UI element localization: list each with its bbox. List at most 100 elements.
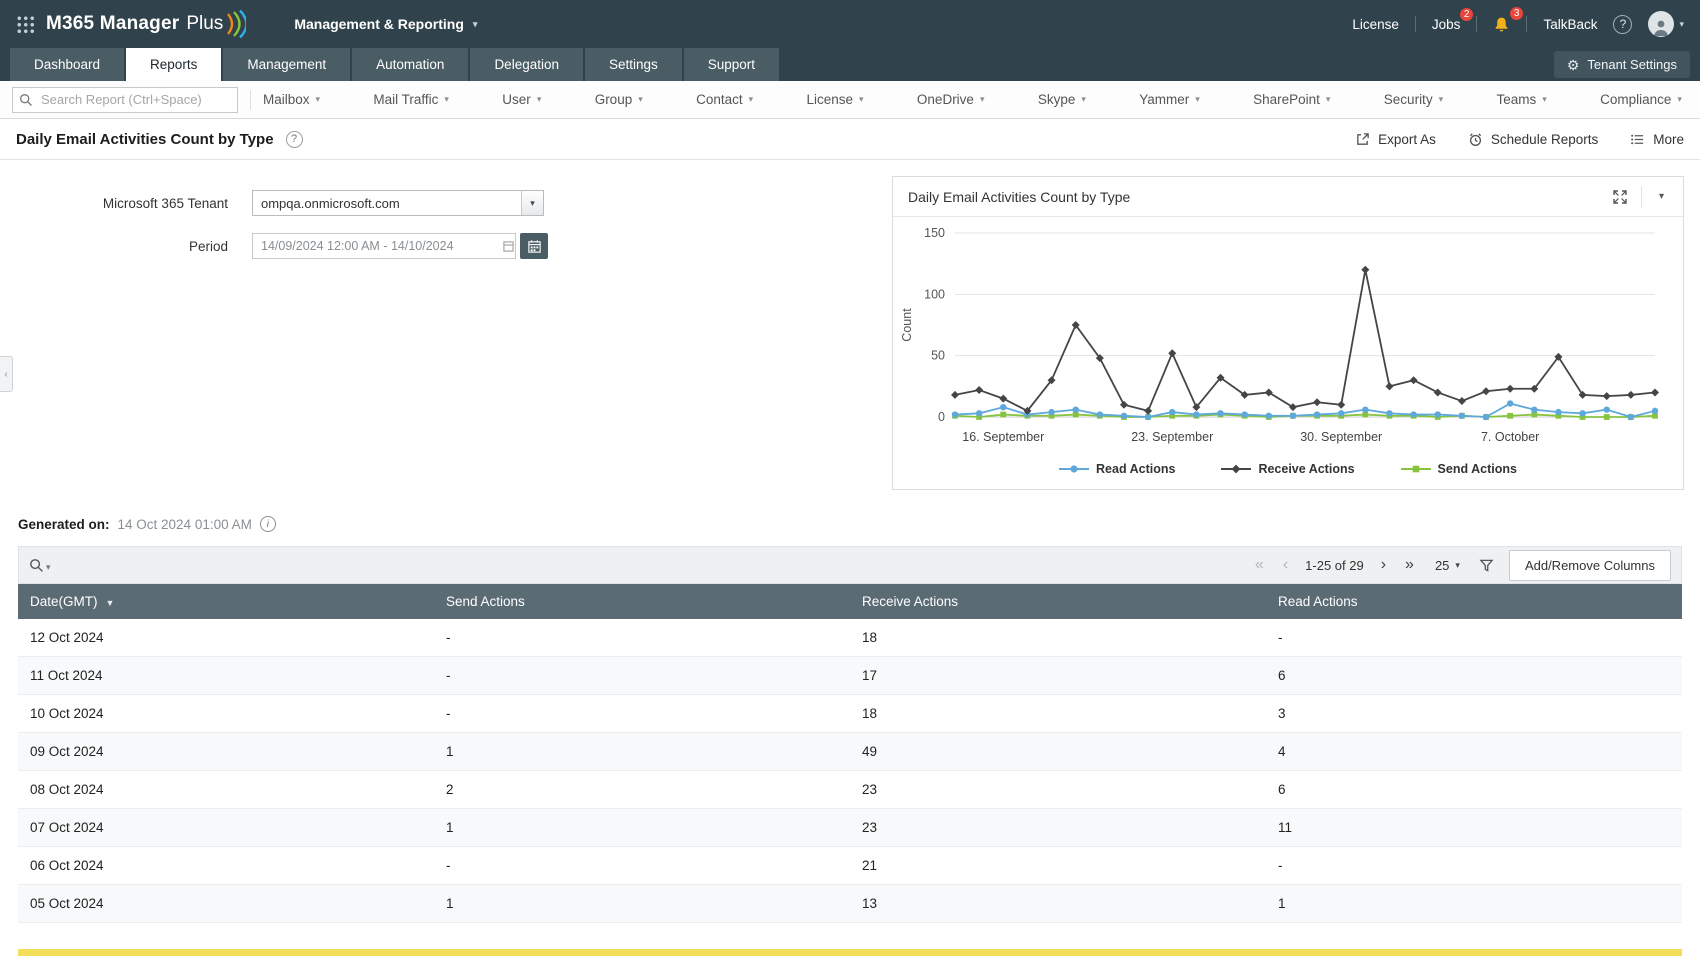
menu-item-license[interactable]: License ▾ — [807, 92, 864, 107]
app-grid-icon[interactable] — [16, 15, 34, 33]
chart-menu-button[interactable]: ▾ — [1658, 191, 1664, 202]
svg-text:50: 50 — [931, 349, 945, 363]
menu-item-label: Mail Traffic — [373, 92, 439, 107]
tenant-row: Microsoft 365 Tenant ompqa.onmicrosoft.c… — [0, 160, 1700, 216]
tab-automation[interactable]: Automation — [352, 48, 469, 81]
menu-item-mailbox[interactable]: Mailbox ▾ — [263, 92, 320, 107]
calendar-button[interactable] — [520, 233, 548, 259]
search-report-input[interactable] — [12, 86, 238, 113]
tab-delegation[interactable]: Delegation — [470, 48, 583, 81]
help-button[interactable]: ? — [1613, 14, 1633, 34]
sort-icon[interactable]: ▼ — [105, 598, 115, 608]
menu-item-label: Contact — [696, 92, 743, 107]
tenant-select[interactable]: ompqa.onmicrosoft.com ▾ — [252, 190, 544, 216]
table-cell: 10 Oct 2024 — [18, 694, 434, 733]
search-icon — [30, 558, 43, 572]
menu-item-user[interactable]: User ▾ — [502, 92, 541, 107]
legend-item-receive-actions[interactable]: Receive Actions — [1221, 462, 1355, 476]
table-cell: 1 — [1266, 884, 1682, 923]
notifications-badge: 3 — [1509, 6, 1524, 20]
tab-support[interactable]: Support — [683, 48, 780, 81]
app-logo: M365 Manager Plus — [46, 9, 247, 39]
filter-button[interactable] — [1479, 558, 1494, 573]
column-header-date-gmt[interactable]: Date(GMT) ▼ — [18, 584, 434, 619]
expand-icon[interactable] — [1612, 189, 1628, 205]
svg-text:100: 100 — [924, 287, 945, 301]
talkback-link[interactable]: TalkBack — [1543, 16, 1598, 32]
legend-item-read-actions[interactable]: Read Actions — [1059, 462, 1175, 476]
tenant-settings-button[interactable]: ⚙ Tenant Settings — [1553, 51, 1690, 78]
menu-item-skype[interactable]: Skype ▾ — [1038, 92, 1086, 107]
report-help-icon[interactable]: ? — [285, 130, 303, 148]
divider — [1476, 16, 1478, 32]
tab-management[interactable]: Management — [223, 48, 351, 81]
info-icon[interactable]: i — [259, 516, 276, 532]
user-menu[interactable]: ▾ — [1648, 11, 1684, 37]
page-size-select[interactable]: 25 ▾ — [1431, 555, 1464, 576]
previous-page-button[interactable]: ‹ — [1282, 556, 1289, 573]
jobs-link[interactable]: Jobs 2 — [1432, 7, 1474, 32]
calendar-icon — [527, 239, 541, 253]
table-row: 06 Oct 2024-21- — [18, 846, 1682, 885]
menu-item-compliance[interactable]: Compliance ▾ — [1600, 92, 1682, 107]
export-as-button[interactable]: Export As — [1355, 132, 1436, 147]
table-cell: 1 — [434, 732, 850, 771]
table-search-button[interactable]: ▾ — [29, 558, 51, 573]
add-remove-columns-button[interactable]: Add/Remove Columns — [1508, 549, 1671, 581]
left-panel-toggle[interactable]: ‹ — [0, 356, 13, 392]
menu-item-label: SharePoint — [1253, 92, 1320, 107]
chevron-down-icon: ▾ — [521, 191, 543, 215]
menu-item-onedrive[interactable]: OneDrive ▾ — [917, 92, 985, 107]
module-selector[interactable]: Management & Reporting ▾ — [294, 16, 477, 32]
topbar-right: License Jobs 2 3 TalkBack ? ▾ — [1352, 6, 1684, 37]
table-cell: 1 — [434, 884, 850, 923]
column-header-receive-actions[interactable]: Receive Actions — [850, 584, 1266, 619]
table-row: 12 Oct 2024-18- — [18, 619, 1682, 657]
chevron-down-icon: ▾ — [859, 94, 864, 104]
svg-text:7. October: 7. October — [1481, 430, 1539, 444]
generated-label: Generated on: — [18, 516, 110, 532]
menu-item-yammer[interactable]: Yammer ▾ — [1139, 92, 1200, 107]
table-cell: 2 — [434, 770, 850, 809]
schedule-reports-button[interactable]: Schedule Reports — [1468, 132, 1598, 147]
first-page-button[interactable]: « — [1254, 556, 1264, 573]
menu-item-label: Yammer — [1139, 92, 1190, 107]
menu-item-label: License — [806, 92, 854, 107]
chevron-down-icon: ▾ — [444, 94, 449, 104]
gear-icon: ⚙ — [1566, 56, 1580, 73]
menu-item-sharepoint[interactable]: SharePoint ▾ — [1253, 92, 1330, 107]
notifications-button[interactable]: 3 — [1493, 6, 1524, 33]
legend-item-send-actions[interactable]: Send Actions — [1400, 462, 1517, 476]
export-as-label: Export As — [1378, 131, 1436, 147]
legend-marker-icon — [1400, 465, 1431, 473]
table-cell: 08 Oct 2024 — [18, 770, 434, 809]
next-page-button[interactable]: › — [1380, 556, 1387, 573]
tenant-settings-label: Tenant Settings — [1587, 57, 1677, 72]
menu-item-mail-traffic[interactable]: Mail Traffic ▾ — [373, 92, 449, 107]
menu-item-label: OneDrive — [916, 92, 974, 107]
menu-item-teams[interactable]: Teams ▾ — [1496, 92, 1546, 107]
bell-icon — [1496, 17, 1508, 31]
chevron-down-icon: ▾ — [1438, 94, 1444, 104]
last-page-button[interactable]: » — [1405, 556, 1414, 573]
menu-item-label: Mailbox — [263, 92, 310, 107]
chart-panel: Daily Email Activities Count by Type ▾ 0… — [892, 176, 1684, 490]
license-link[interactable]: License — [1352, 16, 1399, 32]
menu-item-contact[interactable]: Contact ▾ — [696, 92, 753, 107]
menu-item-security[interactable]: Security ▾ — [1384, 92, 1443, 107]
column-header-send-actions[interactable]: Send Actions — [434, 584, 850, 619]
column-header-read-actions[interactable]: Read Actions — [1266, 584, 1682, 619]
logo-swoosh-icon — [227, 9, 247, 39]
svg-text:Count: Count — [900, 308, 914, 342]
more-button[interactable]: More — [1630, 132, 1684, 147]
table-cell: 07 Oct 2024 — [18, 808, 434, 847]
period-input[interactable] — [252, 233, 516, 259]
column-header-label: Date(GMT) — [30, 594, 98, 609]
menu-item-label: Security — [1383, 92, 1433, 107]
tab-settings[interactable]: Settings — [584, 48, 682, 81]
tab-reports[interactable]: Reports — [126, 48, 222, 81]
menu-item-group[interactable]: Group ▾ — [595, 92, 643, 107]
table-toolbar: ▾ « ‹ 1-25 of 29 › » 25 ▾ Add/Remove Col… — [18, 546, 1682, 584]
table-row: 05 Oct 2024 1 13 1 — [18, 884, 1682, 923]
tab-dashboard[interactable]: Dashboard — [10, 48, 125, 81]
